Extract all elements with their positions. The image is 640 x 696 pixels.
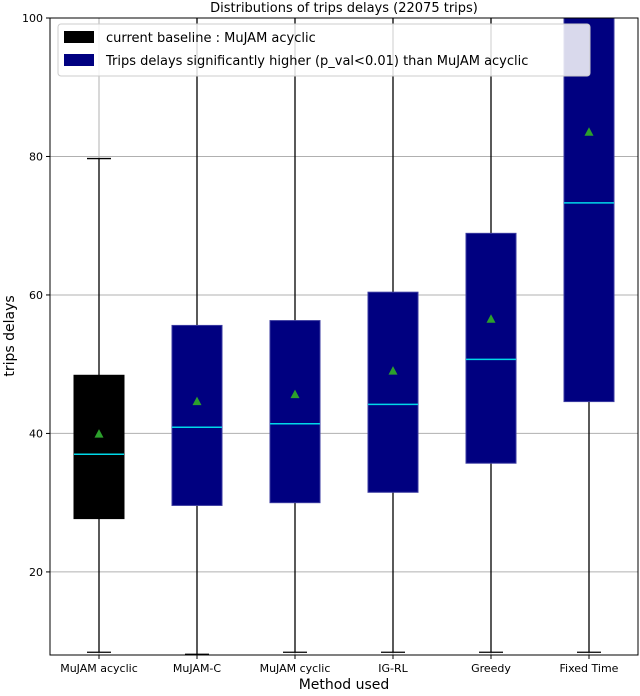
grid (50, 17, 638, 655)
x-tick-label: MuJAM-C (173, 662, 221, 675)
x-axis: MuJAM acyclic MuJAM-C MuJAM cyclic IG-RL Gre… (60, 655, 619, 675)
legend-swatch-significant (64, 54, 94, 66)
box (367, 291, 419, 493)
boxes (73, 18, 615, 655)
mean-marker (584, 127, 594, 136)
y-axis-label: trips delays (2, 295, 18, 376)
x-tick-label: Greedy (471, 662, 511, 675)
mean-marker (486, 314, 496, 323)
x-tick-label: MuJAM cyclic (260, 662, 331, 675)
chart-title: Distributions of trips delays (22075 tri… (210, 1, 478, 16)
legend-label-significant: Trips delays significantly higher (p_val… (105, 54, 528, 69)
box (269, 320, 321, 504)
legend-frame (57, 23, 591, 77)
legend-label-baseline: current baseline : MuJAM acyclic (106, 31, 316, 46)
box (465, 232, 517, 464)
mean-marker (290, 389, 300, 399)
plot-frame (49, 17, 639, 656)
y-tick-label: 100 (22, 12, 43, 25)
x-tick-label: IG-RL (378, 662, 408, 675)
legend: current baseline : MuJAM acyclic Trips d… (57, 23, 591, 77)
y-tick-label: 20 (29, 566, 43, 579)
box (73, 374, 125, 520)
y-axis: 20 40 60 80 100 (22, 12, 50, 579)
mean-marker (192, 396, 202, 406)
y-tick-label: 40 (29, 427, 43, 440)
mean-marker (94, 429, 104, 438)
y-tick-label: 60 (29, 289, 43, 302)
legend-swatch-baseline (64, 31, 94, 43)
x-tick-label: MuJAM acyclic (60, 662, 138, 675)
x-axis-label: Method used (299, 677, 390, 692)
y-tick-label: 80 (29, 150, 43, 163)
box (171, 324, 223, 506)
box (563, 18, 615, 403)
mean-marker (388, 366, 398, 375)
x-tick-label: Fixed Time (560, 662, 619, 675)
